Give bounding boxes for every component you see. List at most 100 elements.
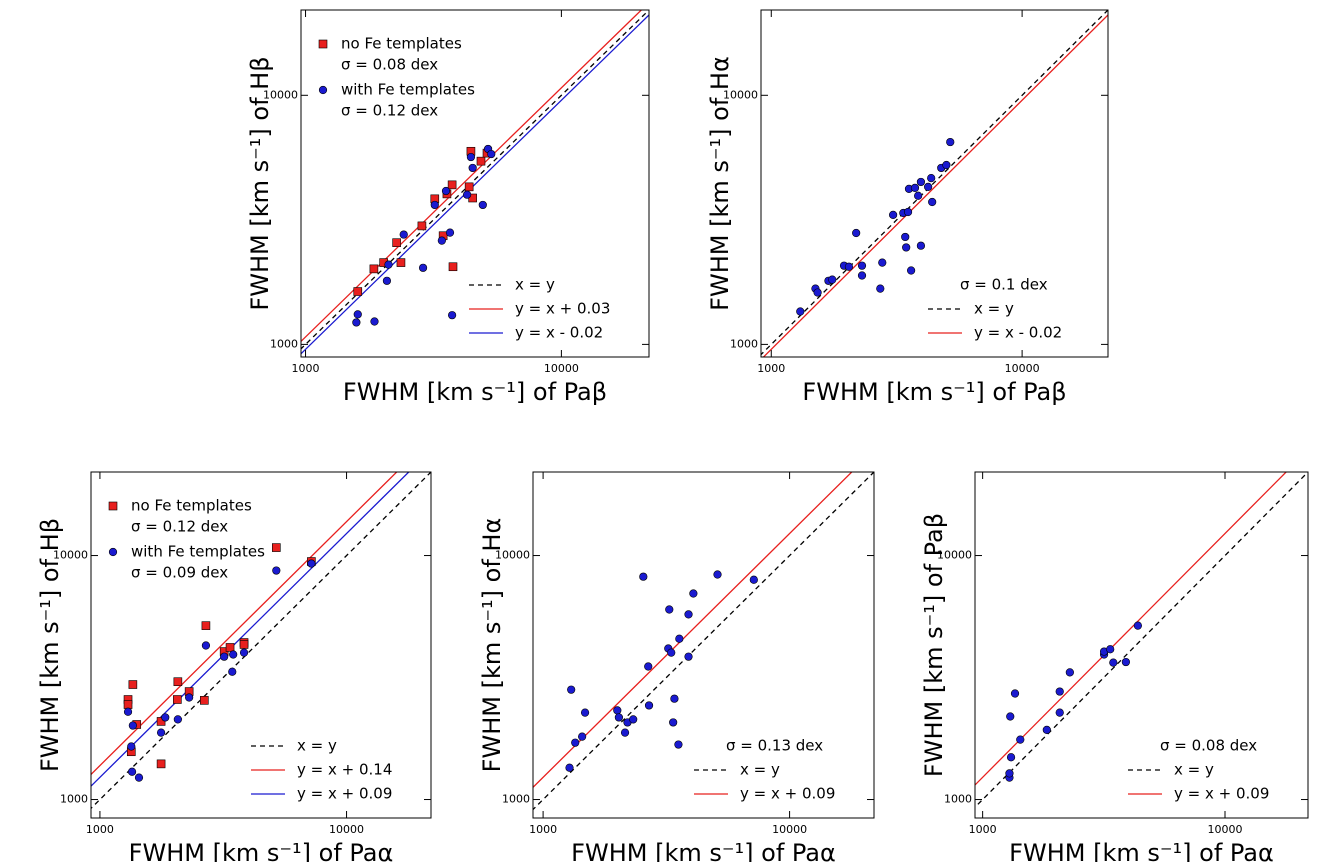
- y-tick-label: 10000: [53, 549, 88, 562]
- plot-area: [533, 472, 874, 811]
- point: [928, 197, 937, 207]
- point: [669, 718, 678, 727]
- point: [914, 191, 923, 200]
- point: [902, 243, 911, 252]
- x-tick-label: 1000: [292, 362, 320, 375]
- plot-area: [301, 10, 649, 355]
- x-tick-label: 10000: [1208, 823, 1243, 836]
- point: [1065, 668, 1074, 677]
- point: [1133, 621, 1142, 630]
- point: [225, 643, 235, 652]
- point: [578, 732, 587, 741]
- point: [239, 648, 249, 657]
- point: [629, 715, 638, 724]
- point: [156, 728, 166, 737]
- point: [161, 713, 170, 722]
- point: [876, 284, 885, 293]
- point: [392, 238, 401, 248]
- legend-marker: [108, 501, 118, 511]
- point: [665, 605, 674, 614]
- point: [813, 288, 822, 297]
- legend-sigma: σ = 0.09 dex: [131, 564, 228, 582]
- legend-marker: [108, 547, 118, 557]
- point: [1055, 708, 1064, 717]
- point: [1010, 689, 1020, 698]
- axes-frame: [300, 9, 650, 358]
- legend-label: y = x + 0.09: [297, 785, 392, 803]
- point: [445, 228, 455, 237]
- legend-label: no Fe templates: [341, 35, 462, 53]
- point: [430, 200, 439, 210]
- point: [353, 310, 362, 319]
- point: [384, 260, 393, 269]
- legend-sigma: σ = 0.1 dex: [960, 276, 1048, 294]
- point: [946, 137, 955, 147]
- x-axis-label: FWHM [km s⁻¹] of Paα: [571, 839, 836, 862]
- point: [942, 160, 951, 170]
- point: [614, 713, 623, 722]
- point: [173, 695, 182, 704]
- point: [670, 694, 679, 703]
- point: [1042, 725, 1051, 734]
- point: [1121, 657, 1130, 667]
- legend-sigma: σ = 0.13 dex: [726, 737, 823, 755]
- point: [916, 177, 926, 187]
- y-axis-label: FWHM [km s⁻¹] of Hα: [478, 518, 506, 773]
- legend-label: with Fe templates: [131, 543, 265, 561]
- legend-sigma: σ = 0.08 dex: [341, 56, 438, 74]
- point: [878, 258, 887, 267]
- point: [1006, 753, 1016, 762]
- x-tick-label: 10000: [772, 823, 807, 836]
- legend-label: y = x - 0.02: [515, 324, 603, 342]
- axes-frame: [532, 471, 875, 819]
- x-tick-label: 1000: [529, 823, 557, 836]
- point: [675, 634, 684, 643]
- point: [239, 640, 249, 649]
- point: [580, 708, 590, 717]
- point: [1109, 658, 1118, 667]
- fit-line: [533, 472, 853, 789]
- point: [185, 693, 194, 702]
- legend-sigma: σ = 0.08 dex: [1160, 737, 1257, 755]
- legend-label: x = y: [515, 276, 555, 294]
- panel: 1000 10000 1000 10000 FWHM [km s⁻¹] of Paβ FW…: [246, 9, 650, 406]
- fit-line: [975, 472, 1308, 809]
- y-axis-label: FWHM [km s⁻¹] of Hα: [706, 56, 734, 311]
- point: [1016, 735, 1025, 744]
- fit-line: [91, 472, 398, 776]
- point: [857, 271, 867, 280]
- point: [418, 263, 428, 272]
- x-tick-label: 10000: [329, 823, 364, 836]
- legend-marker: [318, 85, 328, 95]
- y-tick-label: 10000: [723, 88, 758, 101]
- point: [173, 677, 183, 687]
- legend-label: y = x + 0.09: [740, 785, 835, 803]
- y-tick-label: 10000: [495, 549, 530, 562]
- point: [684, 610, 693, 619]
- x-tick-label: 10000: [1005, 362, 1040, 375]
- point: [613, 706, 622, 715]
- point: [644, 662, 653, 671]
- y-axis-label: FWHM [km s⁻¹] of Hβ: [36, 518, 64, 772]
- point: [916, 241, 926, 250]
- y-axis-label: FWHM [km s⁻¹] of Hβ: [246, 56, 274, 310]
- point: [571, 738, 580, 747]
- y-tick-label: 10000: [263, 88, 298, 101]
- legend-label: no Fe templates: [131, 497, 252, 515]
- point: [220, 652, 229, 661]
- x-axis-label: FWHM [km s⁻¹] of Paβ: [343, 378, 607, 406]
- fit-line: [975, 472, 1288, 786]
- point: [1106, 645, 1115, 654]
- point: [128, 680, 138, 689]
- fit-line: [301, 10, 643, 343]
- y-tick-label: 1000: [730, 337, 758, 350]
- point: [927, 174, 936, 183]
- point: [127, 767, 137, 776]
- point: [749, 575, 758, 584]
- point: [127, 742, 136, 751]
- point: [353, 287, 363, 296]
- point: [156, 759, 166, 769]
- y-tick-label: 1000: [60, 793, 88, 806]
- legend-label: y = x + 0.14: [297, 761, 392, 779]
